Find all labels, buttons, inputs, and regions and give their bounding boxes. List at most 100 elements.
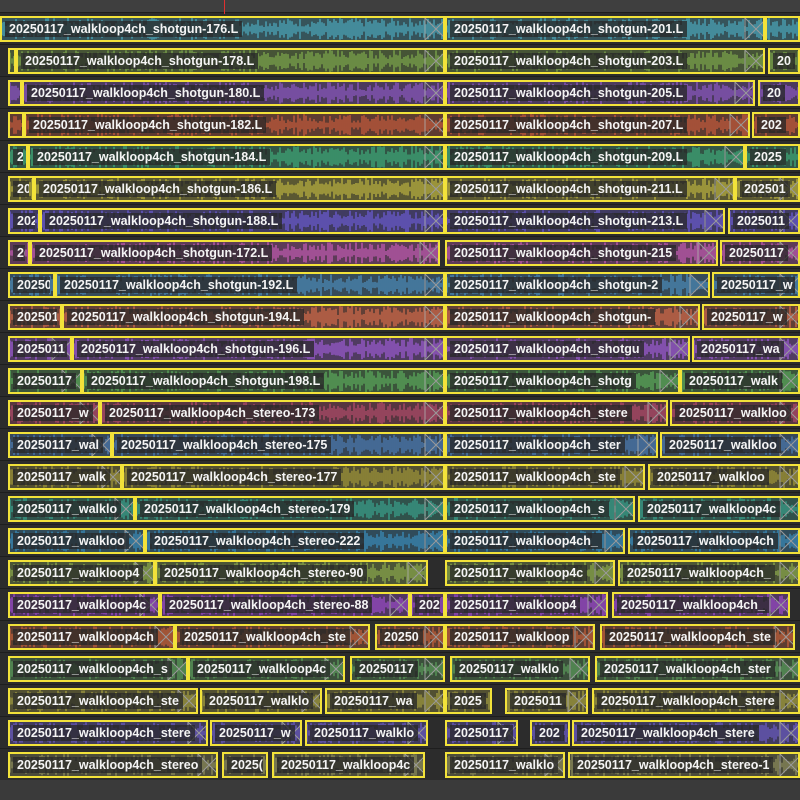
audio-clip[interactable]: 20250117_walkloop4ch_shotgun-203.L — [445, 48, 765, 74]
audio-clip[interactable]: 20250117_walkloop4ch_ste — [175, 624, 370, 650]
audio-clip[interactable]: 20250117_walkloop4 — [445, 592, 608, 618]
audio-clip[interactable]: 20250117_walkloo — [670, 400, 800, 426]
audio-clip[interactable] — [8, 80, 22, 106]
audio-clip[interactable]: 20250117_walklo — [450, 656, 590, 682]
audio-clip[interactable]: 20250117_walkloop4ch_shotgun-211.L — [445, 176, 735, 202]
audio-clip[interactable]: 20250117_walkloop4ch_shotgun-180.L — [22, 80, 445, 106]
track-lane[interactable]: 20250117_walkloop4ch_ste 20250117_walklo 2… — [0, 684, 800, 716]
audio-clip[interactable]: 20250117_walkloop4ch_shotgun-188.L — [40, 208, 445, 234]
audio-clip[interactable] — [8, 112, 24, 138]
audio-clip[interactable]: 20250117_walkloo — [660, 432, 800, 458]
audio-clip[interactable]: 20250117_walkloop4ch_s — [445, 496, 635, 522]
track-lane[interactable]: 20250117_walkloop4ch_shotgun-176.L 202501… — [0, 12, 800, 44]
ruler-strip[interactable] — [0, 0, 800, 12]
audio-clip[interactable]: 20250117_walkloop4ch_shotgun-172.L — [30, 240, 440, 266]
audio-clip[interactable]: 20250117_walk — [680, 368, 800, 394]
audio-clip[interactable]: 2025 — [745, 144, 800, 170]
audio-clip[interactable]: 20250117_walkloop4ch_stereo-222 — [145, 528, 445, 554]
audio-clip[interactable]: 20250117_walkloop4ch_stereo-1 — [568, 752, 800, 778]
audio-clip[interactable]: 20250117_walkloop4c — [445, 560, 615, 586]
audio-clip[interactable]: 20250117_walkloop4ch_ster — [445, 432, 658, 458]
audio-clip[interactable]: 20250 — [375, 624, 445, 650]
audio-clip[interactable]: 20250117_walkloo — [8, 528, 145, 554]
audio-clip[interactable]: 20250117_walkloop4ch_ste — [8, 688, 198, 714]
audio-clip[interactable] — [8, 48, 16, 74]
track-lane[interactable]: 20250117_walkloop4ch 20250117_walkloop4ch… — [0, 620, 800, 652]
audio-clip[interactable]: 20250117_walkloop4ch_stere — [572, 720, 800, 746]
track-lane[interactable]: 202 20250117_walkloop4ch_shotgun-188.L 202… — [0, 204, 800, 236]
audio-clip[interactable]: 20250117_walkloop4ch — [628, 528, 800, 554]
audio-clip[interactable]: 20250117_w — [702, 304, 800, 330]
audio-clip[interactable]: 20250117_walkloop4ch_ste — [600, 624, 795, 650]
audio-clip[interactable]: 20250117_walkloop4ch_shotgun-186.L — [34, 176, 445, 202]
track-lane[interactable]: 20250117_walkloop4c 20250117_walkloop4ch_… — [0, 588, 800, 620]
audio-clip[interactable]: 20250117_walkloop4ch_ — [612, 592, 790, 618]
audio-clip[interactable]: 2( — [8, 240, 30, 266]
audio-clip[interactable]: 20250117_walkloop4ch_ — [445, 528, 625, 554]
track-lane[interactable]: 20250117_walkloop4 20250117_walkloop4ch_s… — [0, 556, 800, 588]
track-lane[interactable]: 20250117 20250117_walkloop4ch_shotgun-198… — [0, 364, 800, 396]
audio-clip[interactable]: 20 — [758, 80, 800, 106]
audio-clip[interactable]: 20250117_walkloop4ch_ster — [595, 656, 800, 682]
audio-clip[interactable]: 20250117_walkloop4ch_shotgun-209.L — [445, 144, 745, 170]
audio-clip[interactable]: 20250117_wa — [325, 688, 445, 714]
audio-clip[interactable]: 20250117_walkloop4ch_stere — [592, 688, 800, 714]
audio-clip[interactable]: 20250117_walkloop4ch_shotgun-176.L — [0, 16, 445, 42]
audio-clip[interactable]: 20250117_walkloop4c — [272, 752, 425, 778]
audio-clip[interactable]: 20250117_walkloop4ch_stereo-90 — [155, 560, 428, 586]
audio-clip[interactable]: 202 — [410, 592, 445, 618]
audio-clip[interactable]: 20 — [768, 48, 800, 74]
audio-clip[interactable]: 20250117_walkloop4c — [188, 656, 345, 682]
audio-clip[interactable]: 20250117 — [445, 720, 518, 746]
track-lane[interactable]: 20250117_wal 20250117_walkloop4ch_stereo-… — [0, 428, 800, 460]
track-lane[interactable]: 20250117_walkloop4ch_shotgun-180.L 202501… — [0, 76, 800, 108]
audio-clip[interactable]: 2025011 — [505, 688, 588, 714]
audio-clip[interactable]: 20250117_walkloop — [445, 624, 595, 650]
audio-clip[interactable]: 20250117_walklo — [200, 688, 322, 714]
audio-clip[interactable]: 20250117_walkloo — [648, 464, 800, 490]
track-lane[interactable]: 20250117_walkloop4ch_stere 20250117_w 2025… — [0, 716, 800, 748]
audio-clip[interactable]: 202 — [8, 208, 40, 234]
audio-clip[interactable]: 20250117 — [8, 368, 82, 394]
track-lane[interactable]: 20 20250117_walkloop4ch_shotgun-186.L 2025… — [0, 172, 800, 204]
audio-clip[interactable]: 20250117_walkloop4ch_shotg — [445, 368, 680, 394]
track-lane[interactable]: 20250117_walkloop4ch_shotgun-182.L 202501… — [0, 108, 800, 140]
audio-clip[interactable]: 20250117_w — [712, 272, 800, 298]
audio-clip[interactable]: 20250117_walkloop4ch_shotgun-192.L — [55, 272, 445, 298]
audio-clip[interactable]: 20250117_walkloop4ch_stere — [8, 720, 208, 746]
track-lane[interactable]: 20250 20250117_walkloop4ch_shotgun-192.L 2… — [0, 268, 800, 300]
audio-clip[interactable]: 20250117_walkloop4ch_stereo-173 — [100, 400, 445, 426]
audio-clip[interactable]: 202501 — [735, 176, 800, 202]
audio-clip[interactable]: 20250117_walkloop4ch_ste — [445, 464, 645, 490]
audio-clip[interactable] — [765, 16, 800, 42]
track-lane[interactable]: 2025011 20250117_walkloop4ch_shotgun-194.… — [0, 300, 800, 332]
audio-clip[interactable]: 20250117_walkloop4ch_shotgun-178.L — [16, 48, 445, 74]
audio-clip[interactable]: 20250117_walkloop4ch_stere — [445, 400, 668, 426]
audio-clip[interactable]: 2025 — [445, 688, 492, 714]
audio-clip[interactable]: 2( — [8, 144, 28, 170]
audio-clip[interactable]: 20250117_walkloop4ch_shotgun-215 — [445, 240, 718, 266]
audio-clip[interactable]: 20250117_walkloop4c — [8, 592, 160, 618]
audio-clip[interactable]: 202 — [752, 112, 800, 138]
track-lane[interactable]: 20250117_w 20250117_walkloop4ch_stereo-17… — [0, 396, 800, 428]
audio-clip[interactable]: 20 — [8, 176, 34, 202]
track-lane[interactable]: 2(20250117_walkloop4ch_shotgun-172.L 2025… — [0, 236, 800, 268]
track-lane[interactable]: 2(20250117_walkloop4ch_shotgun-184.L 2025… — [0, 140, 800, 172]
audio-clip[interactable]: 20250 — [8, 272, 55, 298]
track-lane[interactable]: 20250117_walkloop4ch_s 20250117_walkloop4… — [0, 652, 800, 684]
track-lane[interactable]: 20250117_walkloo 20250117_walkloop4ch_ste… — [0, 524, 800, 556]
audio-clip[interactable]: 20250117_walkloop4ch_shotgun-201.L — [445, 16, 765, 42]
audio-clip[interactable]: 20250117_walkloop4ch_shotgu — [445, 336, 690, 362]
audio-clip[interactable]: 20250117_walkloop4ch_ — [618, 560, 800, 586]
audio-clip[interactable]: 20250117_wa — [692, 336, 800, 362]
audio-clip[interactable]: 20250117_walkloop4c — [638, 496, 800, 522]
track-lane[interactable]: 2025011 20250117_walkloop4ch_shotgun-196.… — [0, 332, 800, 364]
audio-clip[interactable]: 2025011 — [728, 208, 800, 234]
audio-clip[interactable]: 20250117_walkloop4ch_shotgun-2 — [445, 272, 710, 298]
audio-clip[interactable]: 20250117 — [720, 240, 800, 266]
audio-clip[interactable]: 20250117_walkloop4ch_stereo-175 — [112, 432, 445, 458]
audio-clip[interactable]: 20250117_walkloop4ch_shotgun-207.L — [445, 112, 750, 138]
audio-clip[interactable]: 20250117_walkloop4ch_shotgun-213.L — [445, 208, 725, 234]
audio-clip[interactable]: 20250117_walkloop4ch_s — [8, 656, 188, 682]
